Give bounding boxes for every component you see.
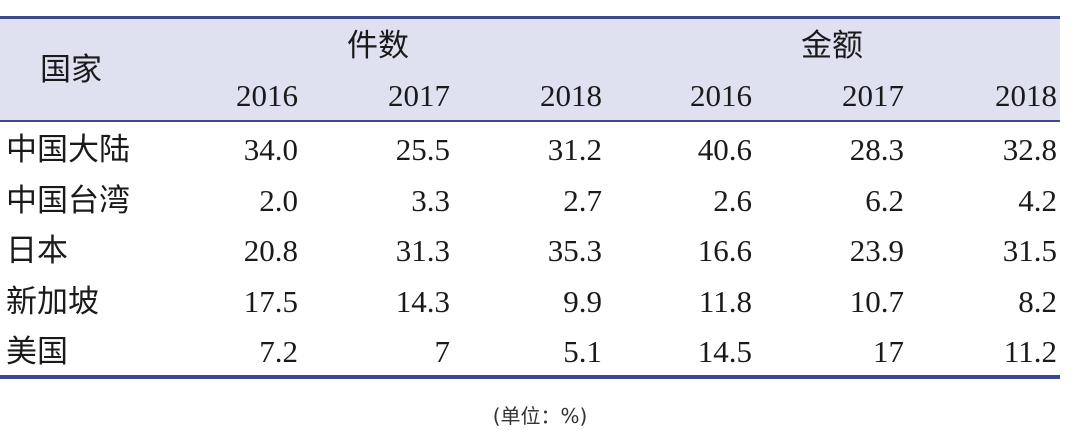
year-header: 2017: [842, 78, 904, 113]
table-cell: 7.2: [259, 334, 298, 369]
country-name: 美国: [6, 334, 68, 369]
year-header: 2016: [236, 78, 298, 113]
table-cell: 28.3: [849, 132, 904, 167]
table-cell: 11.2: [1003, 334, 1057, 369]
table-cell: 8.2: [1018, 283, 1057, 319]
table-cell: 20.8: [243, 233, 298, 268]
unit-note: (单位：%): [492, 404, 588, 428]
country-header: 国家: [40, 52, 102, 87]
table-cell: 31.5: [1002, 233, 1057, 268]
table-cell: 5.1: [563, 334, 602, 369]
country-name: 中国台湾: [6, 182, 130, 218]
table-cell: 4.2: [1018, 182, 1057, 218]
bottom-rule: [0, 375, 1060, 379]
table-cell: 3.3: [411, 182, 450, 218]
table-cell: 40.6: [697, 132, 752, 167]
group-header: 金额: [801, 28, 863, 63]
country-name: 新加坡: [6, 283, 99, 319]
year-header: 2017: [388, 78, 450, 113]
table-cell: 14.3: [395, 283, 450, 319]
table-cell: 31.3: [395, 233, 450, 268]
header-rule: [0, 120, 1060, 122]
table-cell: 17.5: [243, 283, 298, 319]
table-cell: 14.5: [697, 334, 752, 369]
top-rule: [0, 16, 1060, 19]
table-cell: 2.6: [713, 182, 752, 218]
group-header: 件数: [347, 28, 409, 63]
table-cell: 31.2: [547, 132, 602, 167]
table-cell: 17: [873, 334, 904, 369]
table-cell: 32.8: [1002, 132, 1057, 167]
country-name: 中国大陆: [6, 132, 130, 167]
header-background: [0, 18, 1060, 120]
table-cell: 7: [434, 334, 451, 369]
table-cell: 34.0: [243, 132, 298, 167]
table-cell: 6.2: [865, 182, 904, 218]
table-cell: 10.7: [849, 283, 904, 319]
year-header: 2016: [690, 78, 752, 113]
table-cell: 2.0: [259, 182, 298, 218]
table-cell: 35.3: [547, 233, 602, 268]
table-cell: 9.9: [563, 283, 602, 319]
table-cell: 16.6: [697, 233, 752, 268]
table-cell: 2.7: [563, 182, 602, 218]
table-cell: 11.8: [698, 283, 752, 319]
table-cell: 23.9: [849, 233, 904, 268]
table-cell: 25.5: [395, 132, 450, 167]
year-header: 2018: [540, 78, 602, 113]
year-header: 2018: [995, 78, 1057, 113]
country-name: 日本: [6, 233, 68, 268]
